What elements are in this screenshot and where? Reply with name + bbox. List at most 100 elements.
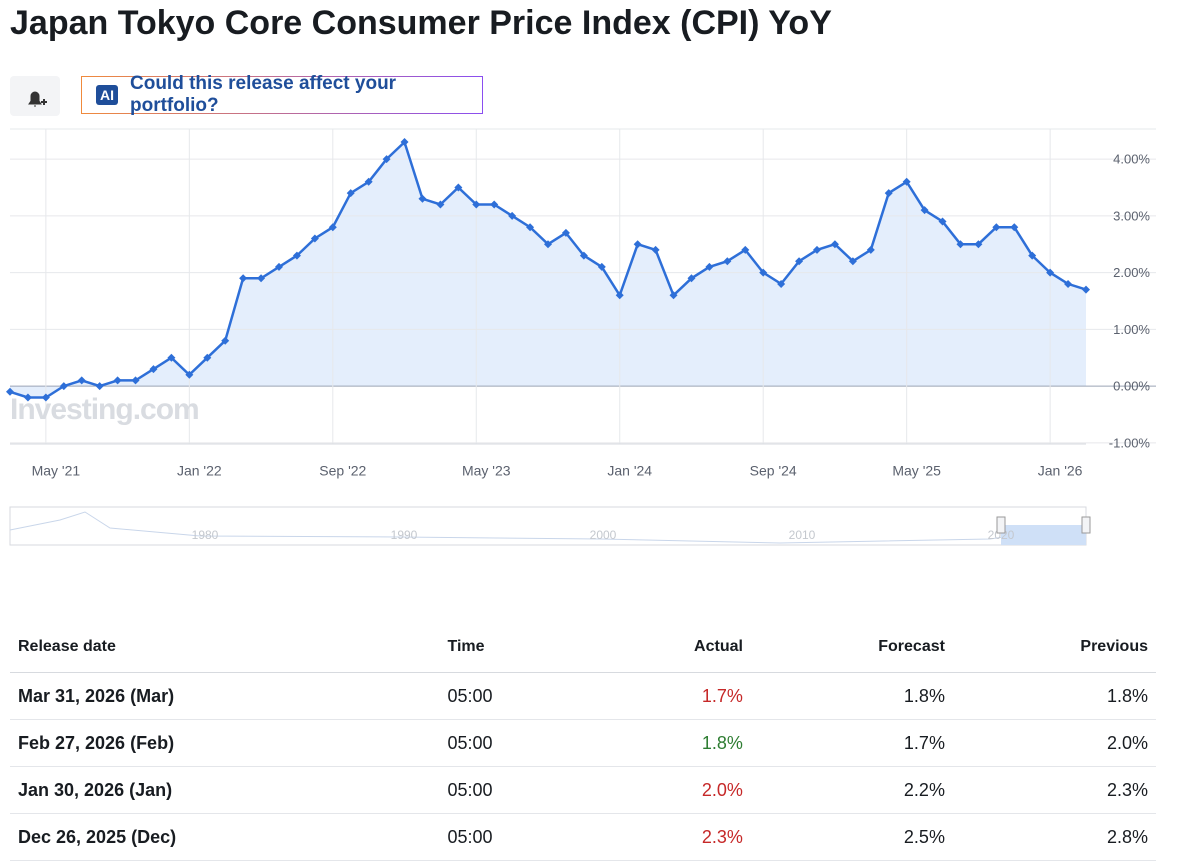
column-header: Time [439, 622, 598, 673]
point [561, 228, 570, 237]
point [1028, 251, 1037, 260]
alert-button[interactable] [10, 76, 60, 116]
point [723, 257, 732, 266]
point [400, 138, 409, 147]
point [221, 336, 230, 345]
point [472, 200, 481, 209]
point [418, 194, 427, 203]
column-header: Release date [10, 622, 440, 673]
y-tick-label: -1.00% [1109, 435, 1151, 450]
actual: 1.7% [597, 672, 751, 720]
point [633, 240, 642, 249]
point [167, 353, 176, 362]
point [436, 200, 445, 209]
y-tick-label: 4.00% [1113, 152, 1150, 167]
navigator-label: 2010 [789, 528, 816, 542]
release-date: Dec 26, 2025 (Dec) [10, 813, 440, 861]
actual: 1.8% [597, 719, 751, 767]
point [131, 376, 140, 385]
point [185, 370, 194, 379]
point [382, 155, 391, 164]
navigator-label: 2000 [590, 528, 617, 542]
point [741, 245, 750, 254]
release-date: Mar 31, 2026 (Mar) [10, 672, 440, 720]
x-tick-label: Sep '22 [319, 463, 366, 479]
navigator-window [1001, 525, 1086, 545]
x-tick-label: Sep '24 [750, 463, 797, 479]
x-tick-label: May '25 [892, 463, 941, 479]
point [454, 183, 463, 192]
release-time: 05:00 [439, 719, 598, 767]
point [579, 251, 588, 260]
point [364, 177, 373, 186]
navigator-label: 2020 [988, 528, 1015, 542]
point [705, 262, 714, 271]
release-date: Jan 30, 2026 (Jan) [10, 766, 440, 814]
table-header: Release date Time Actual Forecast Previous [10, 622, 1156, 673]
navigator-frame [9, 506, 1087, 546]
x-tick-label: May '21 [32, 463, 81, 479]
y-tick-label: 2.00% [1113, 265, 1150, 280]
point [257, 274, 266, 283]
point [651, 245, 660, 254]
previous: 2.0% [952, 719, 1156, 767]
point [328, 223, 337, 232]
y-tick-label: 1.00% [1113, 322, 1150, 337]
table-row: Jan 30, 2026 (Jan) 05:00 2.0% 2.2% 2.3% [10, 766, 1156, 814]
point [1010, 223, 1019, 232]
navigator-label: 1980 [192, 528, 219, 542]
point [41, 393, 50, 402]
point [938, 217, 947, 226]
forecast: 1.7% [750, 719, 953, 767]
point [830, 240, 839, 249]
navigator-handle [1081, 516, 1091, 534]
area [10, 142, 1086, 398]
column-header: Forecast [750, 622, 953, 673]
y-tick-label: 3.00% [1113, 208, 1150, 223]
ai-badge: AI [96, 85, 118, 105]
point [920, 206, 929, 215]
point [59, 382, 68, 391]
point [813, 245, 821, 254]
forecast: 1.8% [750, 672, 953, 720]
navigator-handle [996, 516, 1006, 534]
ai-prompt-button[interactable]: AI Could this release affect your portfo… [81, 73, 483, 116]
point [149, 365, 158, 374]
ai-prompt-text: Could this release affect your portfolio… [130, 73, 397, 116]
point [1046, 268, 1055, 277]
point [6, 387, 14, 396]
point [777, 279, 786, 288]
point [1064, 279, 1073, 288]
point [239, 274, 248, 283]
navigator-line [9, 511, 1086, 544]
point [992, 223, 1001, 232]
point [866, 245, 875, 254]
point [346, 189, 355, 198]
point [526, 223, 535, 232]
point [669, 291, 678, 300]
point [275, 262, 283, 271]
previous: 1.8% [952, 672, 1156, 720]
point [490, 200, 499, 209]
release-time: 05:00 [439, 672, 598, 720]
release-time: 05:00 [439, 813, 598, 861]
point [884, 189, 893, 198]
point [974, 240, 983, 249]
column-header: Actual [597, 622, 751, 673]
x-tick-label: May '23 [462, 463, 511, 479]
actual: 2.3% [597, 813, 751, 861]
point [77, 376, 86, 385]
actual: 2.0% [597, 766, 751, 814]
table-row: Feb 27, 2026 (Feb) 05:00 1.8% 1.7% 2.0% [10, 719, 1156, 767]
point [1082, 285, 1090, 294]
previous: 2.3% [952, 766, 1156, 814]
previous: 2.8% [952, 813, 1156, 861]
point [597, 262, 606, 271]
point [113, 376, 122, 385]
forecast: 2.2% [750, 766, 953, 814]
point [615, 291, 624, 300]
x-tick-label: Jan '22 [177, 463, 222, 479]
point [902, 177, 911, 186]
bell-icon [28, 91, 47, 107]
